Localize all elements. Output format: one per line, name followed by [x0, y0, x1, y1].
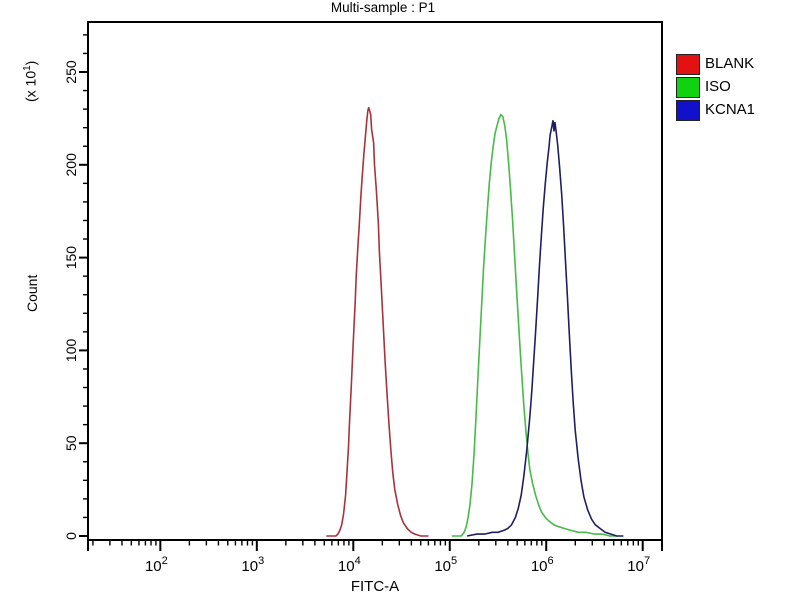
legend-swatch-kcna1 [676, 99, 700, 121]
y-tick-label: 50 [63, 435, 79, 451]
legend-item-blank: BLANK [676, 53, 755, 75]
curve-blank [326, 107, 429, 537]
legend-item-kcna1: KCNA1 [676, 99, 755, 121]
legend-label-kcna1: KCNA1 [705, 101, 756, 118]
x-tick-label: 107 [627, 555, 650, 575]
plot-frame [87, 21, 663, 541]
legend: BLANK ISO KCNA1 [676, 53, 755, 122]
y-axis-scale-label: (x 101) [22, 61, 39, 102]
x-tick-label: 102 [145, 555, 168, 575]
legend-label-blank: BLANK [705, 55, 755, 72]
y-tick-label: 200 [63, 153, 79, 177]
y-tick-label: 100 [63, 339, 79, 363]
y-tick-label: 0 [63, 532, 79, 540]
y-scale-exponent: 1 [22, 65, 33, 71]
chart-title: Multi-sample : P1 [330, 0, 436, 15]
y-tick-label: 150 [63, 246, 79, 270]
curve-iso [451, 113, 618, 537]
y-axis-label: Count [24, 274, 40, 312]
y-scale-post: ) [22, 60, 39, 66]
legend-swatch-blank [676, 53, 700, 75]
legend-swatch-iso [676, 76, 700, 98]
legend-item-iso: ISO [676, 76, 755, 98]
legend-label-iso: ISO [705, 78, 731, 95]
y-scale-pre: (x 10 [22, 70, 39, 102]
x-tick-label: 106 [531, 555, 554, 575]
x-tick-label: 105 [434, 555, 457, 575]
curve-kcna1 [466, 120, 624, 537]
y-tick-label: 250 [63, 60, 79, 84]
x-axis-label: FITC-A [350, 578, 400, 595]
x-tick-label: 104 [338, 555, 361, 575]
x-tick-label: 103 [241, 555, 264, 575]
